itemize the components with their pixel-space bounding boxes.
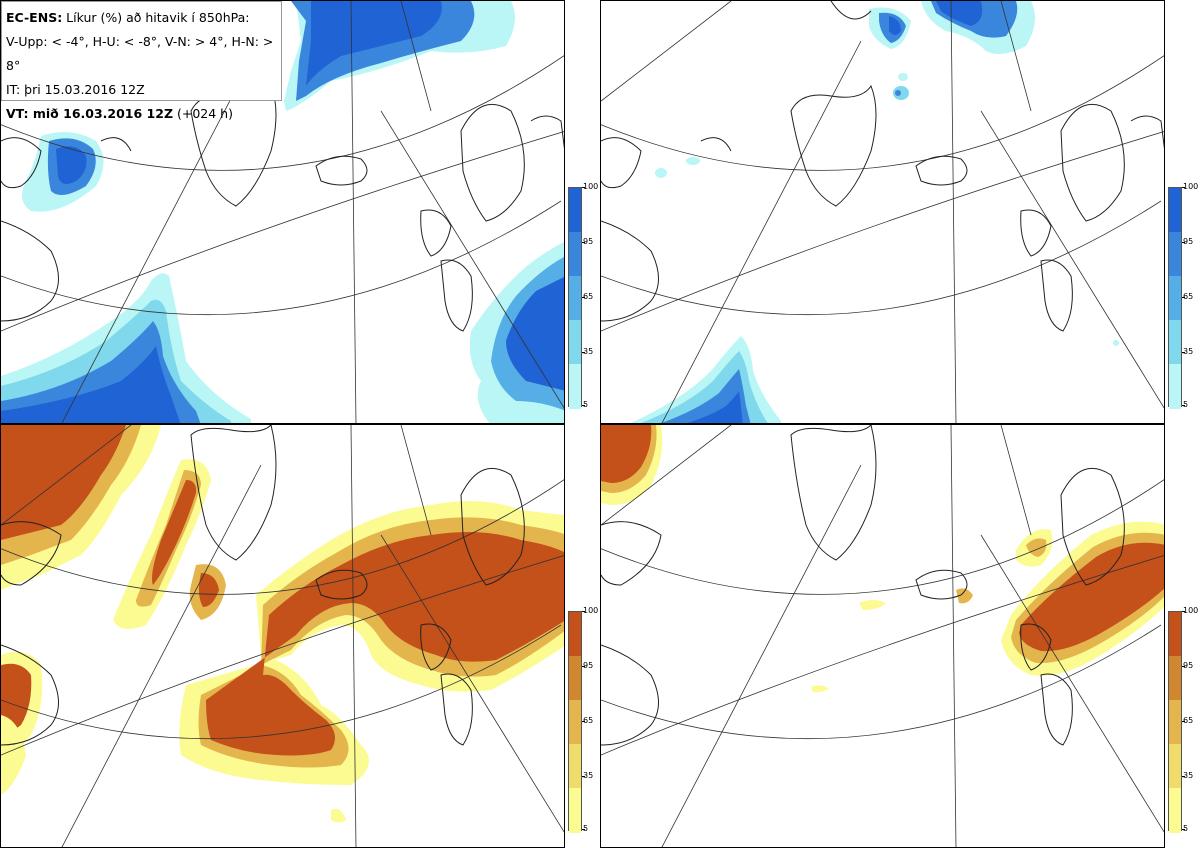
colorbar-gradient: [1168, 187, 1182, 409]
colorbar-tick-label: 5: [583, 824, 589, 833]
colorbar-tick-label: 95: [583, 661, 594, 670]
colorbar-tick-label: 95: [583, 237, 594, 246]
colorbar-gradient: [568, 611, 582, 833]
colorbar-segment: [1169, 320, 1181, 365]
colorbar-segment: [1169, 188, 1181, 233]
graticule-lines: [601, 425, 1164, 847]
colorbar-tick-label: 5: [1183, 400, 1189, 409]
colorbar-warm-lower-left: 100 95 65 35 5: [568, 607, 608, 833]
map-panel-lower-left: [0, 424, 565, 848]
map-panel-lower-right: [600, 424, 1165, 848]
colorbar-tick-label: 100: [583, 606, 599, 615]
colorbar-tick-label: 100: [1183, 182, 1199, 191]
colorbar-segment: [569, 232, 581, 277]
colorbar-gradient: [568, 187, 582, 409]
legend-line-2: V-Upp: < -4°, H-U: < -8°, V-N: > 4°, H-N…: [6, 34, 274, 73]
map-upper-right: [601, 1, 1164, 423]
colorbar-tick-label: 100: [1183, 606, 1199, 615]
map-lower-left: [1, 425, 564, 847]
colorbar-segment: [569, 188, 581, 233]
colorbar-segment: [569, 276, 581, 321]
probability-shading-warm: [601, 425, 1164, 693]
colorbar-warm-lower-right: 100 95 65 35 5: [1168, 607, 1200, 833]
colorbar-segment: [569, 364, 581, 409]
colorbar-tick-mark: [582, 187, 585, 188]
colorbar-tick-mark: [582, 242, 585, 243]
colorbar-tick-mark: [582, 297, 585, 298]
colorbar-tick-mark: [1182, 405, 1185, 406]
colorbar-tick-mark: [582, 405, 585, 406]
colorbar-tick-mark: [582, 829, 585, 830]
colorbar-tick-mark: [1182, 666, 1185, 667]
graticule-lines: [1, 425, 564, 847]
colorbar-tick-mark: [1182, 242, 1185, 243]
coastlines: [601, 1, 1164, 332]
forecast-legend-box: EC-ENS: Líkur (%) að hitavik í 850hPa: V…: [1, 1, 282, 121]
colorbar-gradient: [1168, 611, 1182, 833]
legend-line-3: IT: þri 15.03.2016 12Z: [6, 82, 145, 97]
colorbar-tick-label: 100: [583, 182, 599, 191]
colorbar-tick-label: 65: [583, 716, 594, 725]
colorbar-segment: [569, 656, 581, 701]
colorbar-tick-label: 5: [1183, 824, 1189, 833]
colorbar-segment: [569, 320, 581, 365]
colorbar-segment: [1169, 276, 1181, 321]
colorbar-tick-label: 65: [1183, 716, 1194, 725]
graticule-lines: [601, 1, 1164, 423]
colorbar-tick-mark: [1182, 611, 1185, 612]
probability-shading-warm: [1, 425, 564, 823]
coastlines: [1, 425, 525, 746]
colorbar-tick-mark: [1182, 187, 1185, 188]
colorbar-segment: [569, 612, 581, 657]
colorbar-segment: [1169, 656, 1181, 701]
colorbar-segment: [1169, 612, 1181, 657]
colorbar-tick-mark: [1182, 352, 1185, 353]
colorbar-tick-label: 35: [583, 771, 594, 780]
colorbar-tick-mark: [582, 776, 585, 777]
colorbar-tick-label: 95: [1183, 237, 1194, 246]
colorbar-tick-label: 35: [1183, 347, 1194, 356]
colorbar-segment: [569, 788, 581, 833]
colorbar-tick-mark: [582, 721, 585, 722]
probability-shading-cold: [1, 1, 564, 423]
colorbar-tick-mark: [1182, 721, 1185, 722]
colorbar-tick-label: 95: [1183, 661, 1194, 670]
coastlines: [601, 425, 1125, 746]
colorbar-segment: [569, 744, 581, 789]
map-upper-left: [1, 1, 564, 423]
map-panel-upper-left: EC-ENS: Líkur (%) að hitavik í 850hPa: V…: [0, 0, 565, 424]
colorbar-segment: [569, 700, 581, 745]
colorbar-tick-mark: [1182, 776, 1185, 777]
colorbar-cold-upper-left: 100 95 65 35 5: [568, 183, 608, 409]
colorbar-tick-label: 35: [583, 347, 594, 356]
legend-line-4: VT: mið 16.03.2016 12Z (+024 h): [6, 106, 233, 121]
colorbar-segment: [1169, 232, 1181, 277]
colorbar-tick-label: 5: [583, 400, 589, 409]
map-lower-right: [601, 425, 1164, 847]
probability-shading-cold: [630, 1, 1119, 423]
colorbar-segment: [1169, 788, 1181, 833]
colorbar-tick-mark: [582, 352, 585, 353]
map-panel-upper-right: [600, 0, 1165, 424]
colorbar-tick-mark: [1182, 297, 1185, 298]
colorbar-cold-upper-right: 100 95 65 35 5: [1168, 183, 1200, 409]
colorbar-tick-mark: [582, 611, 585, 612]
colorbar-tick-label: 65: [1183, 292, 1194, 301]
colorbar-segment: [1169, 364, 1181, 409]
colorbar-segment: [1169, 700, 1181, 745]
legend-line-1: EC-ENS: Líkur (%) að hitavik í 850hPa:: [6, 10, 250, 25]
colorbar-tick-mark: [582, 666, 585, 667]
colorbar-tick-label: 35: [1183, 771, 1194, 780]
colorbar-tick-mark: [1182, 829, 1185, 830]
colorbar-tick-label: 65: [583, 292, 594, 301]
colorbar-segment: [1169, 744, 1181, 789]
